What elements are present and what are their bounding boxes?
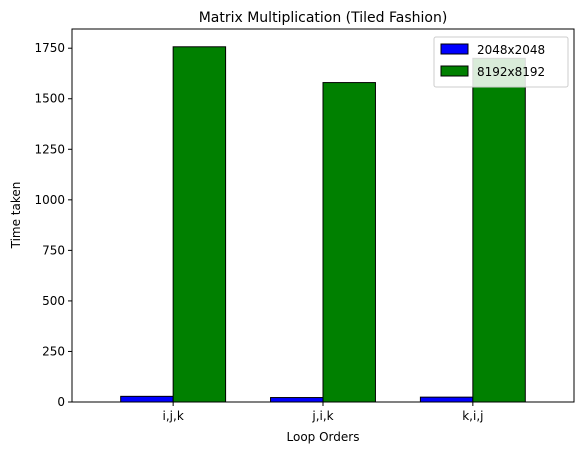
y-tick-label-1750: 1750: [34, 41, 65, 55]
y-tick-label-750: 750: [42, 243, 65, 257]
x-tick-label-k,i,j: k,i,j: [462, 409, 483, 423]
chart-title: Matrix Multiplication (Tiled Fashion): [199, 10, 448, 26]
y-tick-label-1500: 1500: [34, 92, 65, 106]
y-axis-label: Time taken: [9, 182, 23, 250]
x-tick-label-i,j,k: i,j,k: [163, 409, 184, 423]
bar-2048x2048-i,j,k: [121, 396, 173, 402]
y-tick-label-1250: 1250: [34, 142, 65, 156]
x-axis: i,j,k j,i,k k,i,j: [163, 402, 484, 423]
bar-8192x8192-k,i,j: [473, 58, 525, 402]
bar-2048x2048-j,i,k: [271, 398, 323, 402]
bar-8192x8192-j,i,k: [323, 83, 375, 402]
x-tick-label-j,i,k: j,i,k: [311, 409, 333, 423]
bars-group: [121, 47, 526, 402]
y-tick-label-0: 0: [57, 395, 65, 409]
legend-label-8192: 8192x8192: [477, 65, 545, 79]
legend-swatch-2048: [441, 44, 468, 54]
legend-label-2048: 2048x2048: [477, 43, 545, 57]
y-tick-label-500: 500: [42, 294, 65, 308]
bar-2048x2048-k,i,j: [420, 397, 472, 402]
x-axis-label: Loop Orders: [287, 430, 360, 444]
legend-swatch-8192: [441, 66, 468, 76]
y-tick-label-1000: 1000: [34, 193, 65, 207]
y-axis: 0 250 500 750 1000 1250 1500 1750: [34, 41, 72, 409]
bar-8192x8192-i,j,k: [173, 47, 225, 402]
y-tick-label-250: 250: [42, 344, 65, 358]
legend: 2048x2048 8192x8192: [434, 37, 568, 87]
